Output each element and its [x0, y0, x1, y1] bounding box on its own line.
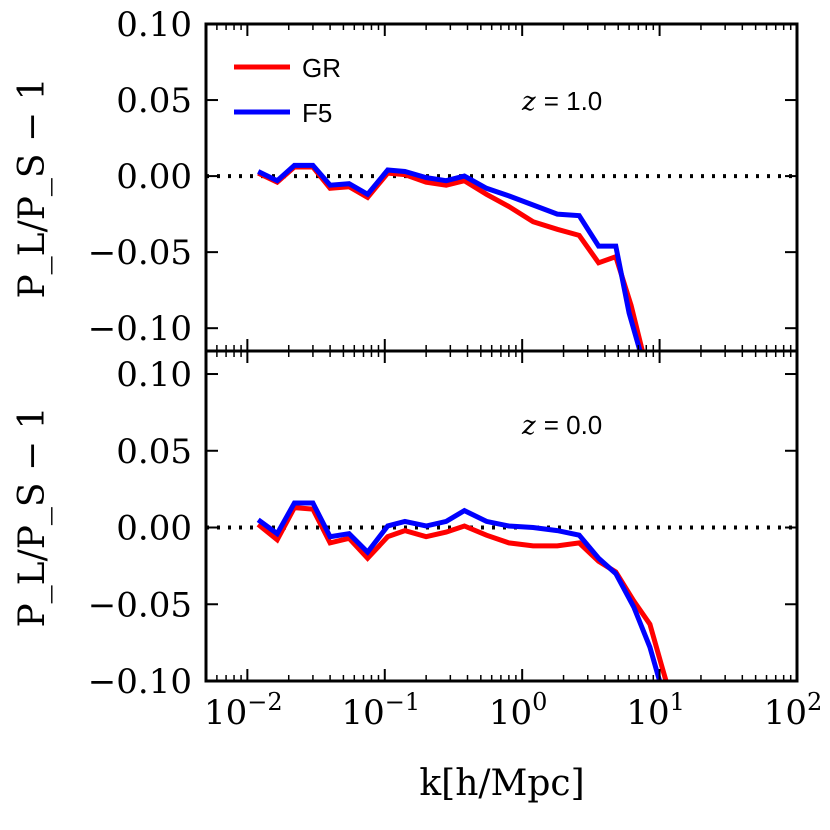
bottom-panel-frame [204, 349, 799, 683]
y-tick-label: 0.10 [116, 355, 192, 395]
top-y-tick-labels: 0.10 0.05 0.00 −0.05 −0.10 [88, 5, 192, 349]
y-tick-label: −0.05 [88, 233, 192, 273]
bottom-series-f5-line [256, 500, 663, 681]
top-series-f5-line [257, 162, 643, 351]
y-tick-label: −0.10 [88, 309, 192, 349]
top-panel-area [206, 24, 797, 351]
y-tick-label: 0.00 [116, 509, 192, 549]
y-tick-label: −0.10 [88, 662, 192, 702]
x-tick-label: 102 [764, 688, 823, 733]
y-tick-label: 0.05 [116, 432, 192, 472]
x-tick-label: 101 [626, 688, 685, 733]
x-tick-labels: 10−2 10−1 100 101 102 [204, 688, 822, 733]
bottom-panel-annotation: z = 0.0 [521, 410, 602, 441]
bottom-y-axis-label: P_L/P_S − 1 [12, 406, 53, 627]
x-tick-label: 10−1 [341, 688, 420, 733]
bottom-panel-area [206, 351, 797, 681]
x-tick-label: 10−2 [204, 688, 283, 733]
y-tick-label: 0.00 [116, 157, 192, 197]
y-tick-label: 0.05 [116, 81, 192, 121]
y-tick-label: −0.05 [88, 585, 192, 625]
x-axis-label: k[h/Mpc] [419, 763, 584, 804]
legend-gr-label: GR [302, 53, 341, 83]
legend: GR F5 [234, 53, 341, 128]
bottom-y-tick-labels: 0.10 0.05 0.00 −0.05 −0.10 [88, 355, 192, 702]
top-panel-annotation: z = 1.0 [521, 86, 602, 117]
x-tick-label: 100 [489, 688, 548, 733]
y-tick-label: 0.10 [116, 5, 192, 45]
top-y-axis-label: P_L/P_S − 1 [12, 77, 53, 298]
legend-f5-label: F5 [302, 98, 332, 128]
